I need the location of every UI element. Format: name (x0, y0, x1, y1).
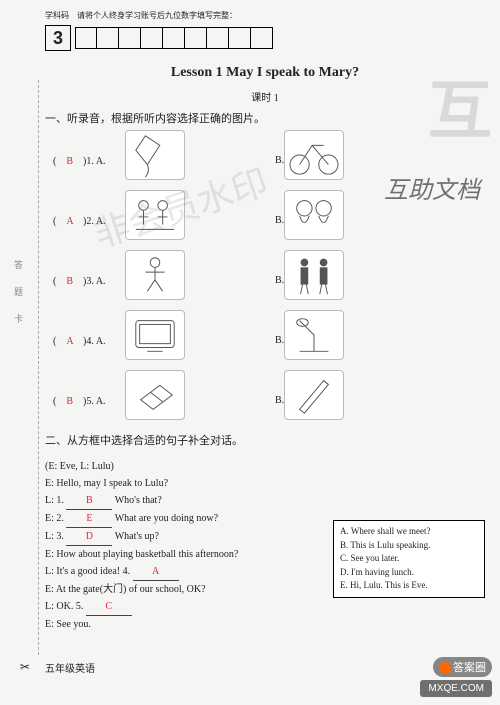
answer-letter: B (66, 276, 73, 287)
question-row: ( B )3. A. B. (45, 250, 485, 308)
header-row: 学科码 请将个人终身学习账号后九位数字填写完整： (45, 10, 485, 21)
question-label: ( B )5. A. (45, 392, 125, 407)
pen-icon (284, 370, 344, 420)
blank-answer: C (86, 598, 132, 616)
brand-badge: 答案圈 (433, 657, 492, 677)
dialogue-line: L: 1. B Who's that? (45, 492, 485, 510)
id-cell[interactable] (119, 27, 141, 49)
option-b-label: B. (275, 395, 284, 406)
code-label: 学科码 (45, 11, 69, 20)
option-b-label: B. (275, 155, 284, 166)
binding-dash-line (38, 80, 39, 655)
question-row: ( B )5. A. B. (45, 370, 485, 428)
kite-icon (125, 130, 185, 180)
eraser-icon (125, 370, 185, 420)
id-cell[interactable] (251, 27, 273, 49)
dancing-icon (125, 250, 185, 300)
id-cell[interactable] (207, 27, 229, 49)
blank-answer: D (66, 528, 112, 546)
blank-answer: B (66, 492, 112, 510)
choice-line: E. Hi, Lulu. This is Eve. (340, 579, 478, 593)
dialogue-line: E: See you. (45, 616, 485, 633)
question-label: ( B )1. A. (45, 152, 125, 167)
option-b-label: B. (275, 335, 284, 346)
answer-letter: B (66, 156, 73, 167)
bicycle-icon (284, 130, 344, 180)
roles-note: (E: Eve, L: Lulu) (45, 458, 485, 475)
option-a (125, 250, 275, 308)
blank-answer: A (133, 563, 179, 581)
id-cell[interactable] (185, 27, 207, 49)
desk-lamp-icon (284, 310, 344, 360)
blank-answer: E (66, 510, 112, 528)
watermark-text: 互助文档 (384, 170, 480, 205)
side-label: 答题卡 (12, 260, 25, 341)
lesson-subtitle: 课时 1 (45, 89, 485, 104)
id-row: 3 (45, 25, 485, 51)
answer-letter: B (66, 396, 73, 407)
choice-line: D. I'm having lunch. (340, 566, 478, 580)
id-cell[interactable] (97, 27, 119, 49)
answer-letter: A (66, 216, 73, 227)
answer-letter: A (66, 336, 73, 347)
option-a (125, 370, 275, 428)
site-badge: MXQE.COM (420, 680, 492, 697)
girls-talking-icon (284, 190, 344, 240)
option-b (284, 250, 434, 308)
option-b (284, 310, 434, 368)
dialogue-line: E: Hello, may I speak to Lulu? (45, 475, 485, 492)
option-b-label: B. (275, 215, 284, 226)
id-cell[interactable] (229, 27, 251, 49)
question-label: ( A )4. A. (45, 332, 125, 347)
option-a (125, 310, 275, 368)
header-instruction: 请将个人终身学习账号后九位数字填写完整： (77, 11, 237, 20)
two-people-icon (284, 250, 344, 300)
watermark-big-char: 互 (428, 60, 492, 152)
section2-heading: 二、从方框中选择合适的句子补全对话。 (45, 432, 485, 448)
choice-line: B. This is Lulu speaking. (340, 539, 478, 553)
page-content: 学科码 请将个人终身学习账号后九位数字填写完整： 3 Lesson 1 May … (45, 10, 485, 633)
answer-choice-box: A. Where shall we meet? B. This is Lulu … (333, 520, 485, 598)
subject-code-box: 3 (45, 25, 71, 51)
lesson-title: Lesson 1 May I speak to Mary? (45, 65, 485, 81)
scissors-icon: ✂ (20, 660, 30, 675)
id-cell[interactable] (75, 27, 97, 49)
section1-heading: 一、听录音，根据所听内容选择正确的图片。 (45, 110, 485, 126)
dialogue-line: L: OK. 5. C (45, 598, 485, 616)
option-b (284, 370, 434, 428)
question-row: ( A )4. A. B. (45, 310, 485, 368)
option-b-label: B. (275, 275, 284, 286)
question-label: ( B )3. A. (45, 272, 125, 287)
id-cell[interactable] (163, 27, 185, 49)
id-cell[interactable] (141, 27, 163, 49)
id-cells (75, 27, 273, 49)
choice-line: A. Where shall we meet? (340, 525, 478, 539)
choice-line: C. See you later. (340, 552, 478, 566)
footer-grade: 五年级英语 (45, 660, 95, 675)
tv-icon (125, 310, 185, 360)
